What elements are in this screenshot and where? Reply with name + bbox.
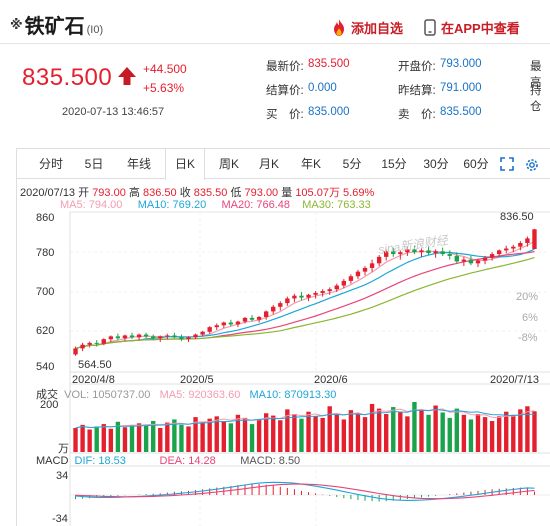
low-value: 793.00 [244, 187, 279, 199]
field-value: 791.000 [440, 82, 482, 94]
ohlc-info: 2020/07/13 开 793.00 高 836.50 收 835.50 低 … [20, 184, 374, 200]
field-label: 昨结算: [398, 85, 436, 97]
tab-weekly-k[interactable]: 周K [218, 157, 239, 171]
price-change: +44.500 [143, 62, 187, 76]
ma5-legend: MA5: 794.00 [60, 199, 123, 211]
close-label: 收 [179, 187, 191, 199]
x-tick: 2020/7/13 [490, 374, 539, 386]
field-value: 835.500 [440, 106, 482, 118]
field-label: 结算价: [266, 85, 304, 97]
open-value: 793.00 [92, 187, 126, 199]
pct-tick: -8% [518, 332, 538, 344]
field-value: 0.000 [308, 82, 337, 94]
tab-5day[interactable]: 5日 [84, 157, 104, 171]
field-label: 持仓 [530, 85, 542, 113]
app-view-button[interactable]: 在APP中查看 [424, 18, 520, 37]
dea-legend: DEA: 14.28 [159, 455, 216, 467]
ohlc-date: 2020/07/13 [20, 187, 76, 199]
ma30-legend: MA30: 763.33 [302, 199, 371, 211]
vol-legend: VOL: 1050737.00 [64, 389, 151, 401]
instrument-title: ※ 铁矿石 (I0) [10, 10, 103, 39]
field-label: 最高 [530, 61, 542, 89]
x-tick: 2020/4/8 [72, 374, 115, 386]
pct-tick: 20% [516, 291, 539, 303]
instrument-name: 铁矿石 [24, 16, 85, 38]
vol-unit: 万 [58, 443, 69, 455]
app-view-label: 在APP中查看 [441, 21, 520, 36]
open-label: 开 [78, 187, 90, 199]
chart-panel: 分时 5日 年线 日K 周K 月K 年K 5分 15分 30分 60分 [16, 148, 550, 526]
fullscreen-icon[interactable] [500, 157, 514, 171]
ma20-legend: MA20: 766.48 [221, 199, 290, 211]
vol-ma5-legend: MA5: 920363.60 [159, 389, 241, 401]
ma-legend: MA5: 794.00 MA10: 769.20 MA20: 766.48 MA… [60, 199, 371, 211]
vol-tick: 200 [40, 399, 59, 411]
y-tick: 860 [36, 212, 55, 224]
macd-legend: MACD DIF: 18.53 DEA: 14.28 MACD: 8.50 [36, 455, 300, 467]
pct-tick: 6% [522, 312, 538, 324]
y-tick: 540 [36, 361, 55, 373]
tab-intraday[interactable]: 分时 [38, 157, 63, 171]
add-watchlist-label: 添加自选 [351, 21, 404, 36]
dif-legend: DIF: 18.53 [74, 455, 126, 467]
x-tick: 2020/5 [180, 374, 214, 386]
tab-30min[interactable]: 30分 [423, 157, 449, 171]
y-tick: 620 [36, 325, 55, 337]
ma10-legend: MA10: 769.20 [137, 199, 207, 211]
low-label: 564.50 [78, 359, 112, 371]
tab-yearly-k[interactable]: 年K [300, 157, 321, 171]
price-change-pct: +5.63% [143, 81, 185, 95]
phone-icon [424, 19, 436, 36]
volume-value: 105.07万 [295, 187, 340, 199]
quote-time: 2020-07-13 13:46:57 [62, 106, 165, 118]
high-label: 836.50 [500, 211, 534, 223]
change-pct-value: 5.69% [343, 187, 375, 199]
volume-label: 量 [281, 187, 293, 199]
tab-daily-k[interactable]: 日K [165, 149, 205, 180]
tab-15min[interactable]: 15分 [381, 157, 407, 171]
settings-icon[interactable] [524, 157, 540, 173]
arrow-up-icon [118, 67, 136, 85]
star-icon[interactable]: ※ [10, 17, 23, 32]
field-value: 835.000 [308, 106, 350, 118]
low-label: 低 [230, 187, 242, 199]
field-label: 开盘价: [398, 61, 436, 73]
close-value: 835.50 [193, 187, 228, 199]
macd-pane-label: MACD [36, 455, 69, 467]
high-label: 高 [128, 187, 140, 199]
field-value: 793.000 [440, 58, 482, 70]
volume-legend: 成交 VOL: 1050737.00 MA5: 920363.60 MA10: … [36, 386, 336, 402]
high-value: 836.50 [142, 187, 177, 199]
volume-pane-label: 成交 [36, 389, 58, 401]
y-tick: 700 [36, 286, 55, 298]
macd-tick: -34 [52, 513, 68, 525]
macd-tick: 34 [56, 470, 69, 482]
field-label: 最新价: [266, 61, 304, 73]
field-value: 835.500 [308, 58, 350, 70]
page-header: ※ 铁矿石 (I0) 添加自选 在APP中查看 [0, 0, 550, 44]
add-watchlist-button[interactable]: 添加自选 [332, 18, 403, 37]
last-price: 835.500 [22, 64, 113, 91]
instrument-code: (I0) [86, 24, 104, 36]
vol-ma10-legend: MA10: 870913.30 [249, 389, 337, 401]
period-tabs: 分时 5日 年线 日K 周K 月K 年K 5分 15分 30分 60分 [17, 149, 550, 180]
field-label: 买 价: [266, 109, 304, 121]
y-tick: 780 [36, 247, 55, 259]
macd-value-legend: MACD: 8.50 [240, 455, 301, 467]
field-label: 卖 价: [398, 109, 436, 121]
tab-5min[interactable]: 5分 [342, 157, 362, 171]
tab-60min[interactable]: 60分 [463, 157, 489, 171]
x-tick: 2020/6 [314, 374, 348, 386]
tab-monthly-k[interactable]: 月K [258, 157, 279, 171]
flame-icon [334, 19, 344, 36]
tab-year-line[interactable]: 年线 [126, 157, 151, 171]
